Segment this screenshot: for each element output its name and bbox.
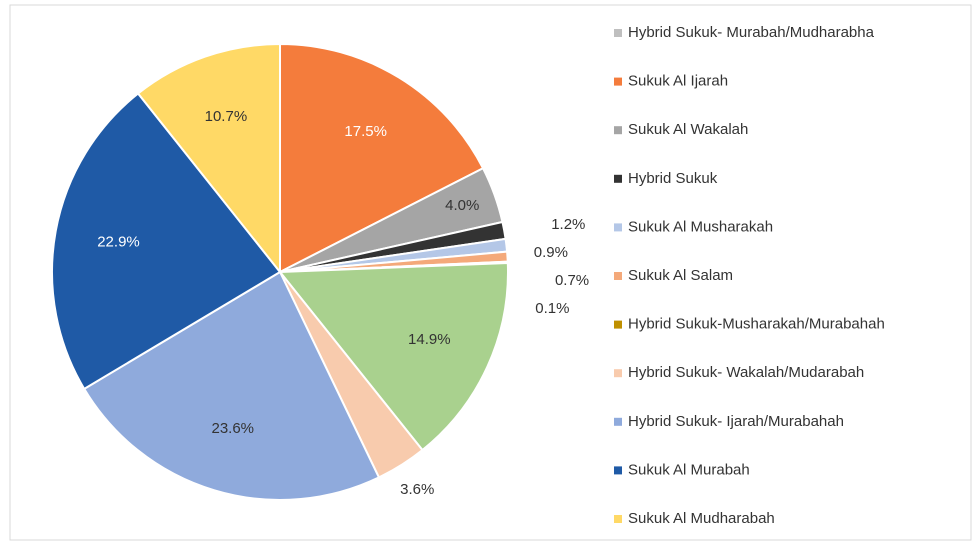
- legend-swatch: [614, 77, 622, 86]
- legend-label: Sukuk Al Murabah: [628, 461, 750, 478]
- legend-label: Sukuk Al Salam: [628, 267, 733, 284]
- legend-swatch: [614, 29, 622, 37]
- data-label: 1.2%: [551, 216, 585, 233]
- legend-label: Sukuk Al Wakalah: [628, 121, 748, 138]
- legend-label: Hybrid Sukuk: [628, 170, 718, 187]
- legend-label: Sukuk Al Musharakah: [628, 218, 773, 235]
- data-label: 0.1%: [535, 300, 569, 317]
- pie-slice: [82, 270, 381, 501]
- data-label: 23.6%: [211, 420, 254, 437]
- legend-swatch: [614, 272, 622, 280]
- legend-label: Hybrid Sukuk- Wakalah/Mudarabah: [628, 364, 864, 381]
- legend-swatch: [614, 126, 622, 135]
- legend-label: Sukuk Al Ijarah: [628, 73, 728, 90]
- data-label: 0.7%: [555, 272, 589, 289]
- legend-label: Hybrid Sukuk- Murabah/Mudharabha: [628, 24, 875, 41]
- data-label: 14.9%: [408, 331, 451, 348]
- pie-slice: [279, 42, 485, 274]
- legend-swatch: [614, 223, 622, 232]
- data-label: 3.6%: [400, 481, 434, 498]
- pie-slice: [277, 262, 509, 452]
- legend-swatch: [614, 466, 622, 475]
- legend-swatch: [614, 320, 622, 329]
- data-label: 17.5%: [344, 123, 387, 140]
- legend-label: Hybrid Sukuk- Ijarah/Murabahah: [628, 413, 844, 430]
- data-label: 0.9%: [534, 244, 568, 261]
- pie-slice: [51, 92, 282, 391]
- legend-swatch: [614, 174, 622, 183]
- legend-swatch: [614, 417, 622, 426]
- legend-label: Sukuk Al Mudharabah: [628, 510, 775, 527]
- data-label: 22.9%: [97, 234, 140, 251]
- legend-label: Hybrid Sukuk-Musharakah/Murabahah: [628, 316, 885, 333]
- data-label: 4.0%: [445, 197, 479, 214]
- pie-slice: [136, 42, 281, 275]
- data-label: 10.7%: [205, 108, 248, 125]
- legend-swatch: [614, 369, 622, 378]
- legend-swatch: [614, 515, 622, 523]
